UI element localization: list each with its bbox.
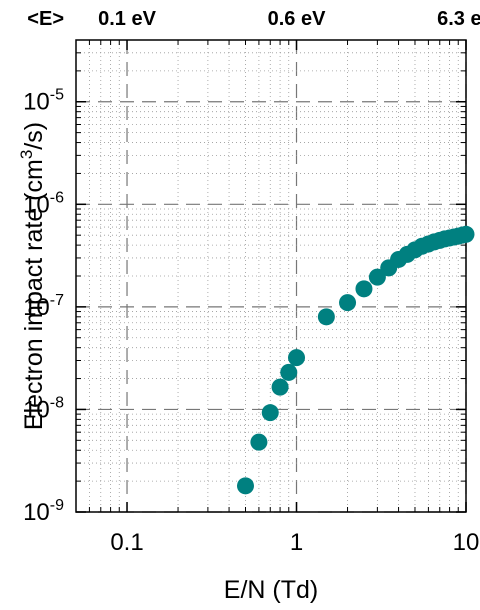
y-tick-exponent: -5 [50, 87, 64, 104]
data-point [457, 225, 475, 243]
y-axis-title-suffix: /s) [20, 122, 48, 150]
y-axis-title: Electron impact rate (cm3/s) [17, 122, 48, 430]
data-point [339, 294, 357, 312]
top-axis-label: 0.1 eV [98, 8, 156, 30]
y-tick-exponent: -6 [50, 189, 64, 206]
plot-frame [75, 39, 467, 513]
top-axis-labels: <E> 0.1 eV 0.6 eV 6.3 eV [27, 8, 480, 30]
axis-ticks [75, 39, 467, 513]
y-tick-label: 10-9 [23, 497, 64, 526]
y-tick-base: 10 [23, 499, 50, 526]
data-point [261, 404, 279, 422]
data-point [236, 477, 254, 495]
top-axis-label: 0.6 eV [268, 8, 326, 30]
top-axis-label: 6.3 eV [437, 8, 480, 30]
data-point [271, 378, 289, 396]
y-tick-exponent: -9 [50, 497, 64, 514]
y-tick-base: 10 [23, 191, 50, 218]
y-tick-base: 10 [23, 89, 50, 116]
y-axis-title-prefix: Electron impact rate (cm [20, 159, 48, 430]
y-axis-title-superscript: 3 [17, 150, 36, 159]
y-tick-label: 10-7 [23, 292, 64, 321]
data-point [288, 349, 306, 367]
y-tick-label: 10-5 [23, 87, 64, 116]
y-tick-label: 10-6 [23, 189, 64, 218]
data-point [355, 280, 373, 298]
y-tick-exponent: -8 [50, 394, 64, 411]
y-tick-base: 10 [23, 294, 50, 321]
grid [75, 39, 467, 513]
data-points [236, 225, 475, 495]
data-point [280, 363, 298, 381]
x-tick-label: 0.1 [110, 529, 143, 556]
data-point [317, 308, 335, 326]
x-axis-title: E/N (Td) [224, 576, 318, 604]
y-tick-base: 10 [23, 396, 50, 423]
x-tick-label: 10 [453, 529, 480, 556]
data-point [250, 433, 268, 451]
x-tick-label: 1 [290, 529, 303, 556]
y-tick-exponent: -7 [50, 292, 64, 309]
data-point [368, 268, 386, 286]
y-tick-label: 10-8 [23, 394, 64, 423]
top-axis-label: <E> [27, 8, 64, 30]
